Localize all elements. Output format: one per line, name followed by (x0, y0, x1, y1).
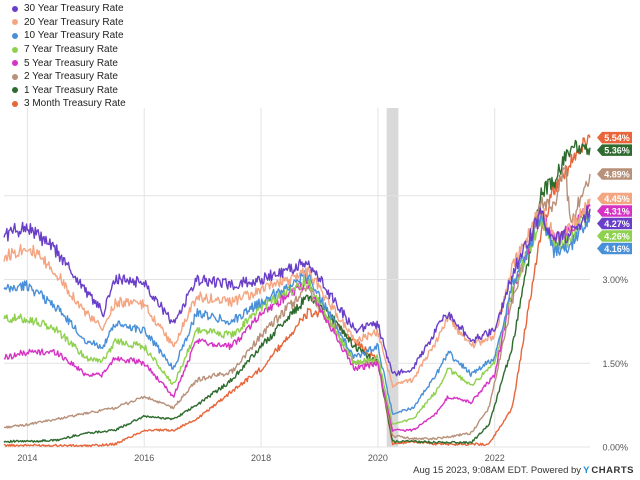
end-value-text: 4.16% (604, 244, 630, 254)
end-value-text: 5.54% (604, 133, 630, 143)
series-line-10-year-treasury-rate (3, 213, 591, 415)
end-value-label: 4.27% (597, 217, 632, 230)
x-tick-label: 2018 (251, 453, 271, 463)
legend-item[interactable]: 7 Year Treasury Rate (12, 43, 126, 57)
end-value-text: 4.26% (604, 232, 630, 242)
end-value-badge (597, 131, 632, 144)
x-tick-label: 2016 (134, 453, 154, 463)
legend-label: 2 Year Treasury Rate (24, 71, 118, 83)
legend-label: 3 Month Treasury Rate (24, 98, 126, 110)
chart-footer: Aug 15 2023, 9:08AM EDT. Powered by Y CHA… (413, 465, 634, 476)
legend-item[interactable]: 2 Year Treasury Rate (12, 70, 126, 84)
footer-timestamp: Aug 15 2023, 9:08AM EDT. Powered by (413, 465, 582, 476)
legend-item[interactable]: 1 Year Treasury Rate (12, 84, 126, 98)
series-line-1-year-treasury-rate (3, 139, 591, 445)
end-value-badge (597, 168, 632, 180)
end-value-badge (597, 205, 632, 217)
end-value-badge (597, 144, 632, 156)
x-tick-label: 2014 (17, 453, 37, 463)
legend-item[interactable]: 10 Year Treasury Rate (12, 29, 126, 43)
legend-dot-icon (12, 100, 18, 107)
recession-band (386, 108, 399, 447)
end-value-text: 4.27% (604, 219, 630, 229)
legend-label: 30 Year Treasury Rate (24, 3, 124, 15)
legend-dot-icon (12, 60, 18, 67)
end-value-label: 4.31% (597, 205, 632, 217)
y-tick-label: 3.00% (602, 275, 628, 285)
y-tick-label: 1.50% (602, 359, 628, 369)
end-value-badge (597, 192, 632, 205)
legend-dot-icon (12, 87, 18, 94)
ycharts-logo-y: Y (583, 465, 590, 476)
end-value-text: 4.45% (604, 194, 630, 204)
x-tick-label: 2020 (368, 453, 388, 463)
legend-dot-icon (12, 19, 18, 26)
legend-item[interactable]: 3 Month Treasury Rate (12, 97, 126, 111)
end-value-text: 4.89% (604, 169, 630, 179)
series-line-30-year-treasury-rate (3, 205, 591, 377)
end-value-text: 4.31% (604, 207, 630, 217)
legend-label: 10 Year Treasury Rate (24, 30, 124, 42)
end-value-label: 5.54% (597, 131, 632, 144)
series-line-7-year-treasury-rate (3, 207, 591, 425)
legend-label: 7 Year Treasury Rate (24, 44, 118, 56)
end-value-badge (597, 217, 632, 230)
end-value-text: 5.36% (604, 146, 630, 156)
legend-dot-icon (12, 73, 18, 80)
chart-legend: 30 Year Treasury Rate 20 Year Treasury Ra… (12, 2, 126, 111)
end-value-label: 4.16% (597, 242, 632, 255)
end-value-badge (597, 230, 632, 242)
legend-dot-icon (12, 46, 18, 53)
end-value-label: 5.36% (597, 144, 632, 156)
end-value-label: 4.89% (597, 168, 632, 180)
ycharts-logo-text[interactable]: CHARTS (591, 465, 634, 476)
series-line-5-year-treasury-rate (3, 203, 591, 432)
end-value-label: 4.26% (597, 230, 632, 242)
legend-label: 1 Year Treasury Rate (24, 84, 118, 96)
legend-item[interactable]: 5 Year Treasury Rate (12, 56, 126, 70)
series-line-20-year-treasury-rate (3, 198, 591, 388)
legend-item[interactable]: 20 Year Treasury Rate (12, 16, 126, 30)
series-line-3-month-treasury-rate (3, 134, 591, 448)
legend-dot-icon (12, 32, 18, 39)
end-value-label: 4.45% (597, 192, 632, 205)
series-line-2-year-treasury-rate (3, 166, 591, 441)
x-tick-label: 2022 (485, 453, 505, 463)
legend-item[interactable]: 30 Year Treasury Rate (12, 2, 126, 16)
y-tick-label: 0.00% (602, 443, 628, 453)
legend-dot-icon (12, 5, 18, 12)
end-value-badge (597, 242, 632, 255)
legend-label: 20 Year Treasury Rate (24, 16, 124, 28)
legend-label: 5 Year Treasury Rate (24, 57, 118, 69)
